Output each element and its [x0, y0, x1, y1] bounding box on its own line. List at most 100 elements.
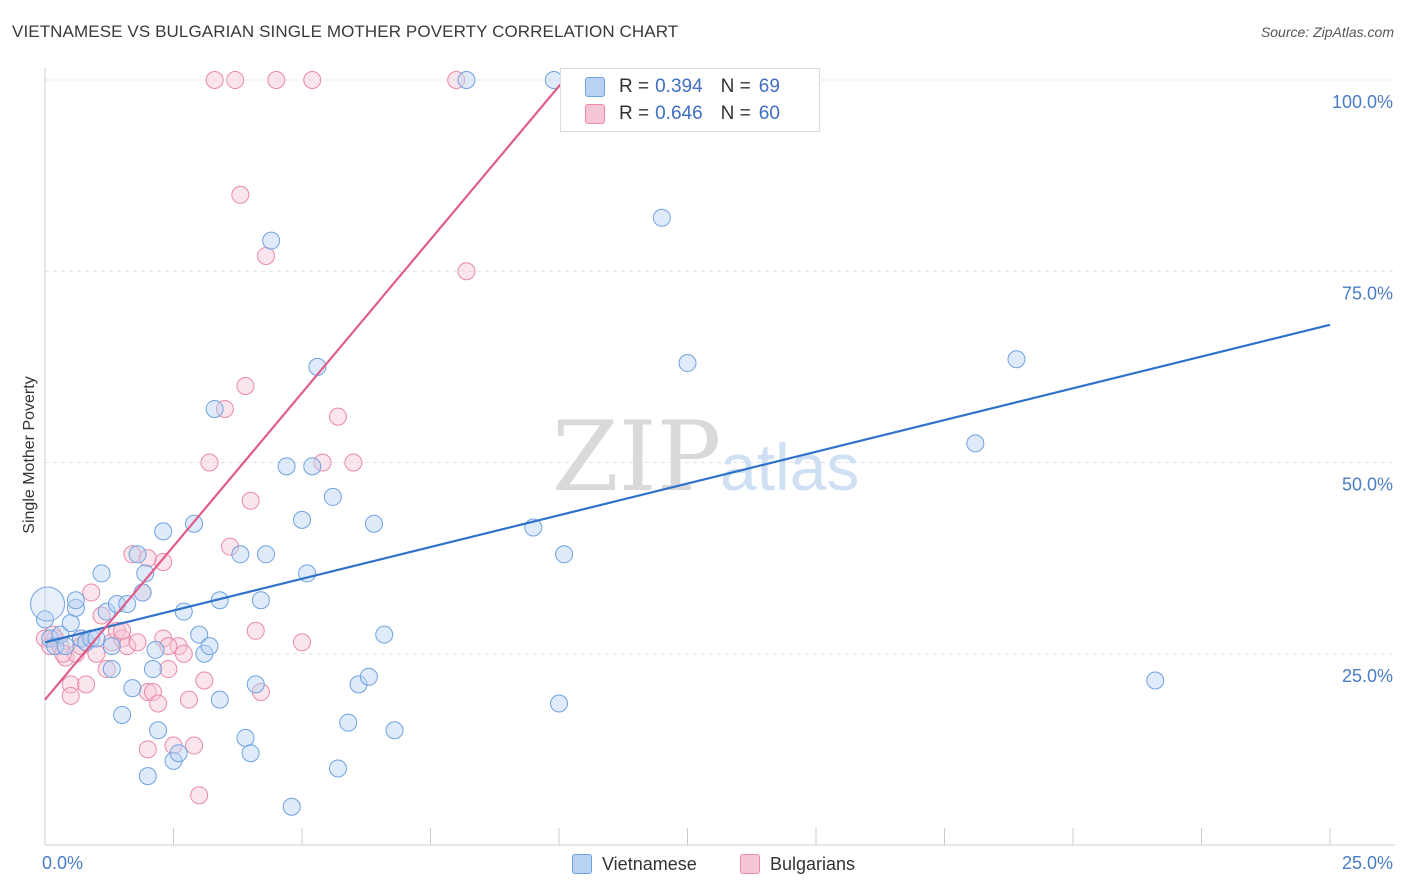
vietnamese-point — [113, 705, 132, 724]
vietnamese-point — [205, 399, 224, 418]
vietnamese-point — [293, 510, 311, 529]
series-swatch-blue — [572, 854, 592, 874]
vietnamese-point — [1007, 350, 1026, 369]
bulgarians-point — [257, 246, 276, 265]
bulgarians-point — [174, 644, 193, 663]
bulgarians-point — [179, 690, 198, 709]
vietnamese-point — [231, 545, 250, 564]
bulgarians-point — [154, 552, 173, 571]
vietnamese-point — [652, 208, 671, 227]
bulgarians-point — [293, 633, 311, 652]
grid-layer — [45, 79, 1395, 655]
bulgarians-trend-line — [44, 79, 565, 701]
bulgarians-point — [61, 686, 80, 705]
bulgarians-point — [303, 71, 322, 89]
vietnamese-point — [364, 514, 383, 533]
bulgarians-point — [328, 407, 347, 426]
vietnamese-point — [143, 660, 162, 679]
x-tick-label: 0.0% — [42, 853, 83, 873]
vietnamese-point — [210, 690, 229, 709]
bulgarians-point — [344, 453, 363, 472]
watermark-atlas: atlas — [720, 430, 859, 504]
bulgarians-point — [215, 399, 234, 418]
vietnamese-point — [102, 660, 121, 679]
vietnamese-point — [678, 354, 697, 373]
vietnamese-point — [277, 457, 296, 476]
axis-layer — [44, 68, 1395, 846]
chart-title: VIETNAMESE VS BULGARIAN SINGLE MOTHER PO… — [12, 22, 679, 41]
series-swatch-pink — [740, 854, 760, 874]
vietnamese-point — [149, 721, 168, 740]
trend-lines — [44, 79, 1331, 701]
legend-r-value: 0.394 — [655, 76, 703, 97]
vietnamese-point — [236, 728, 255, 747]
bulgarians-points — [36, 71, 476, 805]
watermark-zip: ZIP — [552, 401, 721, 513]
vietnamese-point — [66, 598, 85, 617]
vietnamese-point — [251, 591, 270, 610]
vietnamese-point — [262, 231, 281, 250]
legend-n-value: 60 — [758, 103, 780, 124]
y-tick-label: 100.0% — [1332, 92, 1393, 112]
chart-source: Source: ZipAtlas.com — [1260, 24, 1394, 40]
bulgarians-point — [221, 537, 240, 556]
bulgarians-point — [77, 675, 96, 694]
vietnamese-point — [102, 637, 121, 656]
series-label-vietnamese: Vietnamese — [602, 853, 697, 874]
vietnamese-point — [154, 522, 173, 541]
bulgarians-point — [128, 633, 147, 652]
vietnamese-point — [128, 545, 147, 564]
vietnamese-point — [36, 610, 54, 629]
vietnamese-points — [30, 71, 1165, 816]
vietnamese-point — [246, 675, 265, 694]
vietnamese-point — [550, 694, 568, 713]
vietnamese-point — [241, 744, 260, 763]
legend-n-value: 69 — [758, 76, 780, 97]
legend-swatch-pink — [585, 104, 605, 124]
bulgarians-point — [195, 671, 214, 690]
vietnamese-point — [385, 721, 404, 740]
legend-r-label: R = — [619, 103, 650, 124]
vietnamese-point — [200, 637, 219, 656]
vietnamese-point — [118, 595, 137, 614]
vietnamese-point — [339, 713, 358, 732]
vietnamese-point-cluster — [30, 586, 66, 622]
bulgarians-point — [313, 453, 332, 472]
legend-n-label: N = — [720, 103, 751, 124]
vietnamese-point — [133, 583, 152, 602]
vietnamese-point — [257, 545, 276, 564]
vietnamese-point — [97, 602, 116, 621]
bulgarians-point — [143, 683, 162, 701]
correlation-legend: R = 0.394 N = 69 R = 0.646 N = 60 — [560, 68, 820, 132]
bulgarians-point — [159, 660, 178, 679]
legend-r-label: R = — [619, 76, 650, 97]
bulgarians-point — [190, 786, 209, 805]
x-tick-label: 25.0% — [1342, 853, 1393, 873]
legend-row-bulgarians: R = 0.646 N = 60 — [585, 102, 780, 126]
vietnamese-point — [146, 640, 165, 659]
vietnamese-point — [359, 667, 378, 686]
vietnamese-point — [169, 744, 188, 763]
bulgarians-point — [123, 545, 142, 564]
vietnamese-point — [328, 759, 347, 778]
bulgarians-point — [236, 377, 255, 395]
legend-n-label: N = — [720, 76, 751, 97]
vietnamese-point — [56, 637, 75, 656]
vietnamese-point — [190, 625, 209, 644]
watermark: ZIP atlas — [552, 401, 859, 513]
y-tick-label: 75.0% — [1342, 283, 1393, 303]
vietnamese-trend-line — [44, 323, 1331, 644]
vietnamese-point — [375, 625, 394, 644]
vietnamese-point — [555, 545, 574, 564]
vietnamese-point — [966, 434, 985, 453]
bulgarians-point — [138, 683, 157, 701]
legend-row-vietnamese: R = 0.394 N = 69 — [585, 75, 780, 99]
vietnamese-point — [303, 457, 322, 476]
bulgarians-point — [138, 740, 157, 759]
vietnamese-point — [282, 797, 301, 816]
bulgarians-point — [97, 660, 116, 679]
vietnamese-point — [66, 591, 85, 610]
series-legend-vietnamese: Vietnamese — [572, 852, 697, 876]
vietnamese-point — [349, 675, 368, 694]
